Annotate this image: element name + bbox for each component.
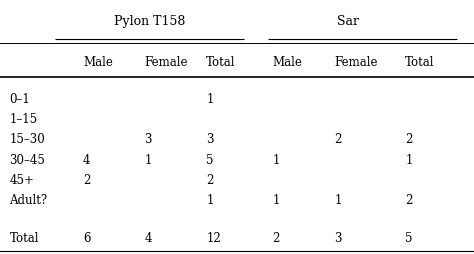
Text: 1: 1 — [273, 194, 280, 207]
Text: 1: 1 — [206, 194, 214, 207]
Text: 1: 1 — [206, 92, 214, 106]
Text: 1: 1 — [273, 153, 280, 167]
Text: 3: 3 — [334, 232, 342, 245]
Text: 1: 1 — [145, 153, 152, 167]
Text: 4: 4 — [145, 232, 152, 245]
Text: 2: 2 — [334, 133, 342, 146]
Text: Male: Male — [83, 56, 113, 69]
Text: 6: 6 — [83, 232, 91, 245]
Text: Adult?: Adult? — [9, 194, 47, 207]
Text: Female: Female — [145, 56, 188, 69]
Text: 2: 2 — [206, 174, 214, 187]
Text: 3: 3 — [206, 133, 214, 146]
Text: Male: Male — [273, 56, 302, 69]
Text: 4: 4 — [83, 153, 91, 167]
Text: Sar: Sar — [337, 15, 359, 28]
Text: 0–1: 0–1 — [9, 92, 30, 106]
Text: 2: 2 — [273, 232, 280, 245]
Text: Total: Total — [9, 232, 39, 245]
Text: 5: 5 — [206, 153, 214, 167]
Text: 1: 1 — [405, 153, 413, 167]
Text: 15–30: 15–30 — [9, 133, 45, 146]
Text: Total: Total — [206, 56, 236, 69]
Text: 45+: 45+ — [9, 174, 34, 187]
Text: 2: 2 — [405, 194, 413, 207]
Text: Total: Total — [405, 56, 435, 69]
Text: 3: 3 — [145, 133, 152, 146]
Text: 5: 5 — [405, 232, 413, 245]
Text: Pylon T158: Pylon T158 — [114, 15, 185, 28]
Text: 12: 12 — [206, 232, 221, 245]
Text: 2: 2 — [405, 133, 413, 146]
Text: 2: 2 — [83, 174, 91, 187]
Text: Female: Female — [334, 56, 378, 69]
Text: 1–15: 1–15 — [9, 113, 37, 126]
Text: 1: 1 — [334, 194, 342, 207]
Text: 30–45: 30–45 — [9, 153, 46, 167]
